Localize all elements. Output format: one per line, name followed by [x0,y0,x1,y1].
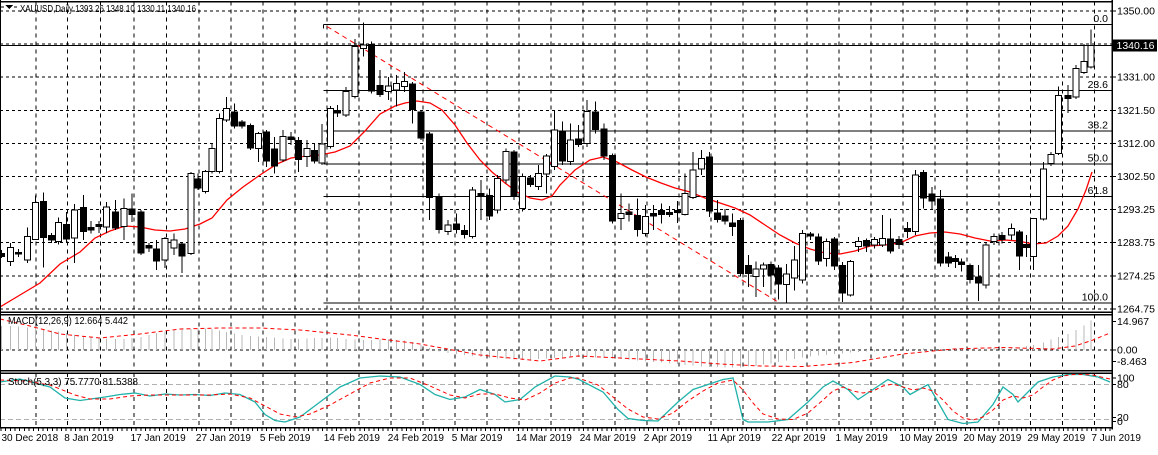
svg-text:11 Apr 2019: 11 Apr 2019 [708,433,762,444]
svg-text:0.00: 0.00 [1117,345,1138,357]
svg-text:1312.00: 1312.00 [1117,138,1155,150]
svg-text:61.8: 61.8 [1088,185,1109,197]
svg-text:5 Feb 2019: 5 Feb 2019 [260,433,311,444]
svg-text:27 Jan 2019: 27 Jan 2019 [196,433,251,444]
svg-text:20 May 2019: 20 May 2019 [964,433,1022,444]
svg-text:1340.16: 1340.16 [1117,40,1155,52]
svg-text:1321.50: 1321.50 [1117,105,1155,117]
svg-text:22 Apr 2019: 22 Apr 2019 [772,433,826,444]
svg-text:14 Mar 2019: 14 Mar 2019 [516,433,573,444]
svg-text:23.6: 23.6 [1088,79,1109,91]
svg-text:30 Dec 2018: 30 Dec 2018 [2,433,59,444]
svg-text:20: 20 [1117,412,1129,424]
svg-text:XAUUSD,Daily 1393.26 1348.10 1: XAUUSD,Daily 1393.26 1348.10 1330.11 134… [20,3,196,15]
svg-text:1274.25: 1274.25 [1117,270,1155,282]
svg-text:100: 100 [1117,373,1135,385]
svg-text:8 Jan 2019: 8 Jan 2019 [64,433,114,444]
svg-text:MACD(12,26,9) 12.664 5.442: MACD(12,26,9) 12.664 5.442 [8,316,128,327]
svg-text:29 May 2019: 29 May 2019 [1027,433,1085,444]
svg-text:1283.75: 1283.75 [1117,237,1155,249]
svg-text:2 Apr 2019: 2 Apr 2019 [644,433,693,444]
svg-text:Stoch(5,3,3) 75.7770 81.5388: Stoch(5,3,3) 75.7770 81.5388 [8,377,138,388]
svg-text:0.0: 0.0 [1093,13,1108,25]
svg-text:1302.50: 1302.50 [1117,171,1155,183]
svg-text:17 Jan 2019: 17 Jan 2019 [131,433,186,444]
svg-text:1 May 2019: 1 May 2019 [836,433,889,444]
svg-text:80: 80 [1117,379,1129,391]
svg-text:100.0: 100.0 [1082,292,1108,304]
svg-text:-8.463: -8.463 [1117,356,1147,368]
svg-text:1264.75: 1264.75 [1117,303,1155,315]
svg-text:10 May 2019: 10 May 2019 [900,433,958,444]
svg-text:1331.00: 1331.00 [1117,72,1155,84]
svg-text:14 Feb 2019: 14 Feb 2019 [324,433,381,444]
svg-text:1293.25: 1293.25 [1117,204,1155,216]
svg-text:50.0: 50.0 [1088,152,1109,164]
svg-text:14.967: 14.967 [1117,316,1149,328]
svg-text:24 Mar 2019: 24 Mar 2019 [580,433,637,444]
svg-text:38.2: 38.2 [1088,120,1109,132]
svg-text:5 Mar 2019: 5 Mar 2019 [452,433,503,444]
svg-text:1350.00: 1350.00 [1117,6,1155,18]
svg-text:7 Jun 2019: 7 Jun 2019 [1091,433,1141,444]
svg-text:0: 0 [1117,416,1123,428]
svg-text:24 Feb 2019: 24 Feb 2019 [388,433,445,444]
